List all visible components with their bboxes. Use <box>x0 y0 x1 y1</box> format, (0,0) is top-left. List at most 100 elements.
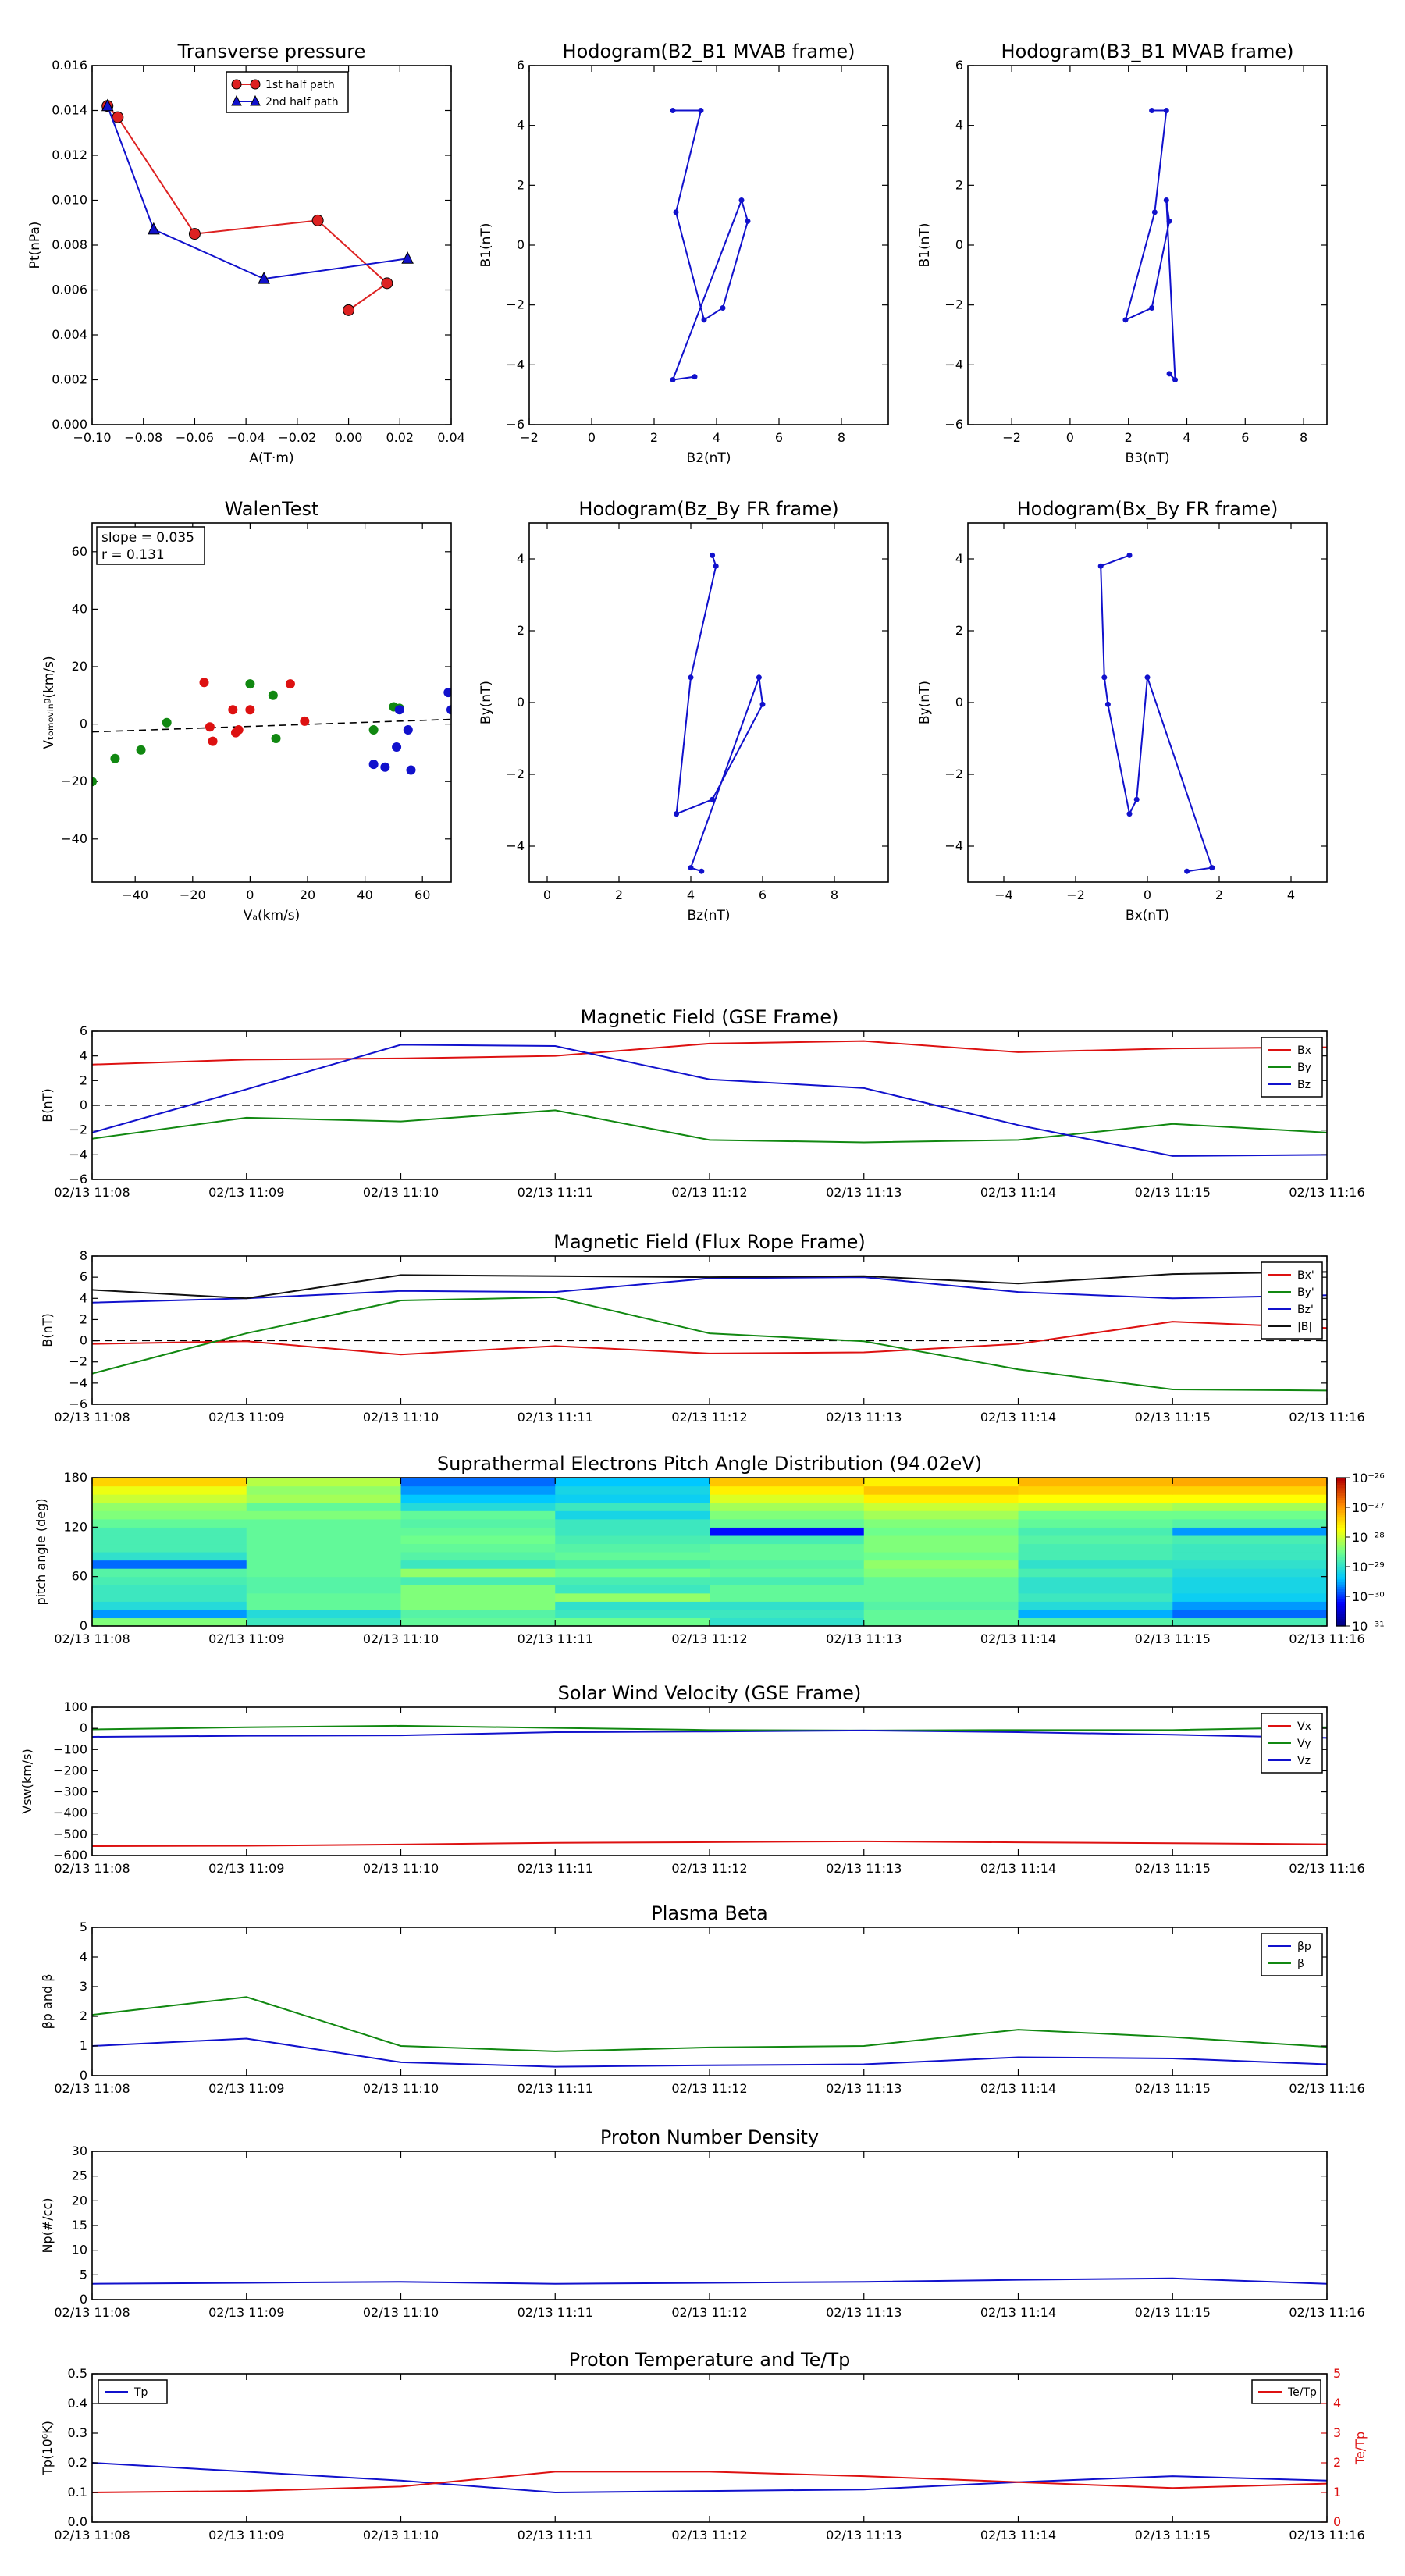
x-tick-label: −2 <box>1066 888 1085 902</box>
data-point <box>101 98 114 112</box>
heatmap-cell <box>1018 1592 1173 1602</box>
heatmap-cell <box>863 1617 1019 1626</box>
y-tick-label: 20 <box>72 2193 87 2208</box>
axes-frame <box>91 1706 1328 1856</box>
colorbar-segment <box>1336 1621 1346 1624</box>
y-tick-label: 1 <box>80 2038 87 2053</box>
axes-frame <box>91 2151 1328 2300</box>
heatmap-cell <box>92 1502 247 1511</box>
heatmap-cell <box>863 1560 1019 1569</box>
panel-title: Magnetic Field (Flux Rope Frame) <box>553 1231 865 1253</box>
x-tick-label: 02/13 11:09 <box>208 2305 284 2320</box>
heatmap-cell <box>863 1527 1019 1536</box>
y-tick-label: 180 <box>63 1470 87 1485</box>
heatmap-cell <box>92 1585 247 1594</box>
y-tick-label: 0 <box>80 1098 87 1112</box>
data-point <box>701 317 707 323</box>
heatmap-cell <box>863 1601 1019 1610</box>
x-tick-label: 02/13 11:14 <box>980 2081 1056 2096</box>
x-tick-label: 02/13 11:14 <box>980 2305 1056 2320</box>
heatmap-cell <box>246 1568 402 1578</box>
scatter-point <box>285 679 295 689</box>
heatmap-cell <box>863 1576 1019 1585</box>
y-tick-label: 6 <box>80 1269 87 1284</box>
y-tick-label: 0.2 <box>68 2455 87 2470</box>
heatmap-cell <box>710 1485 865 1495</box>
x-tick-label: 02/13 11:13 <box>826 1631 902 1646</box>
panel-title: Hodogram(B3_B1 MVAB frame) <box>1001 41 1294 62</box>
scatter-point <box>271 734 281 743</box>
x-tick-label: 02/13 11:08 <box>54 1631 130 1646</box>
colorbar-segment <box>1336 1614 1346 1617</box>
heatmap-cell <box>400 1609 556 1619</box>
data-point <box>1144 674 1151 681</box>
scatter-point <box>205 722 215 732</box>
heatmap-cell <box>246 1592 402 1602</box>
scatter-point <box>300 716 310 726</box>
legend: βp β <box>1261 1933 1323 1976</box>
x-tick-label: 02/13 11:16 <box>1289 2305 1364 2320</box>
heatmap-cell <box>400 1494 556 1503</box>
y-tick-label: −200 <box>53 1763 87 1777</box>
legend-label: Vz <box>1297 1755 1311 1767</box>
x-tick-label: 02/13 11:10 <box>363 1631 439 1646</box>
y-tick-label: 6 <box>80 1023 87 1038</box>
data-point <box>311 214 324 226</box>
heatmap-cell <box>246 1494 402 1503</box>
x-tick-label: 02/13 11:12 <box>671 1631 747 1646</box>
x-tick-label: 02/13 11:14 <box>980 1861 1056 1876</box>
y-tick-label: 4 <box>955 551 963 566</box>
heatmap-cell <box>92 1609 247 1619</box>
colorbar-segment <box>1336 1482 1346 1486</box>
x-tick-label: −0.08 <box>124 430 162 445</box>
heatmap-cell <box>710 1601 865 1610</box>
y2-tick-label: 3 <box>1333 2425 1341 2440</box>
colorbar-segment <box>1336 1567 1346 1570</box>
panel-title: Transverse pressure <box>177 41 366 62</box>
colorbar-segment <box>1336 1502 1346 1506</box>
series-line <box>106 105 408 280</box>
y-tick-label: −6 <box>69 1172 87 1187</box>
y-tick-label: 15 <box>72 2218 87 2233</box>
x-axis-label: B3(nT) <box>1126 450 1170 466</box>
y-tick-label: 2 <box>955 177 963 192</box>
y-axis-label: B1(nT) <box>478 223 494 268</box>
legend-label: By' <box>1297 1286 1314 1299</box>
heatmap-cell <box>1018 1609 1173 1619</box>
colorbar-segment <box>1336 1554 1346 1557</box>
y-tick-label: 0.012 <box>52 148 87 162</box>
x-axis-label: Vₐ(km/s) <box>244 908 301 923</box>
axes-frame <box>967 65 1328 425</box>
colorbar-segment <box>1336 1478 1346 1481</box>
colorbar-segment <box>1336 1611 1346 1614</box>
scatter-point <box>406 765 416 775</box>
scatter-point <box>233 724 244 735</box>
series-line <box>92 1276 1327 1304</box>
colorbar-segment <box>1336 1539 1346 1542</box>
x-tick-label: −0.10 <box>73 430 111 445</box>
legend-label: βp <box>1297 1941 1311 1953</box>
colorbar-segment <box>1336 1542 1346 1546</box>
heatmap-cell <box>555 1601 710 1610</box>
panel-title: Solar Wind Velocity (GSE Frame) <box>558 1682 862 1704</box>
data-point <box>756 674 762 681</box>
heatmap-cell <box>1172 1527 1327 1536</box>
heatmap-cell <box>1172 1502 1327 1511</box>
y-axis-label: Tp(10⁶K) <box>40 2421 55 2476</box>
axes-frame <box>528 65 889 425</box>
heatmap-cell <box>1172 1535 1327 1545</box>
panel-pad: Suprathermal Electrons Pitch Angle Distr… <box>34 1453 1385 1646</box>
series-line <box>675 555 764 873</box>
heatmap-cell <box>1172 1485 1327 1495</box>
data-point <box>710 552 716 558</box>
heatmap-cell <box>1172 1552 1327 1561</box>
heatmap-cell <box>1172 1560 1327 1569</box>
y-tick-label: −4 <box>506 838 525 853</box>
heatmap-cell <box>1018 1560 1173 1569</box>
colorbar-segment <box>1336 1546 1346 1550</box>
series-line <box>92 1840 1327 1848</box>
x-tick-label: 02/13 11:14 <box>980 2528 1056 2542</box>
colorbar-segment <box>1336 1522 1346 1525</box>
heatmap-cell <box>555 1518 710 1528</box>
